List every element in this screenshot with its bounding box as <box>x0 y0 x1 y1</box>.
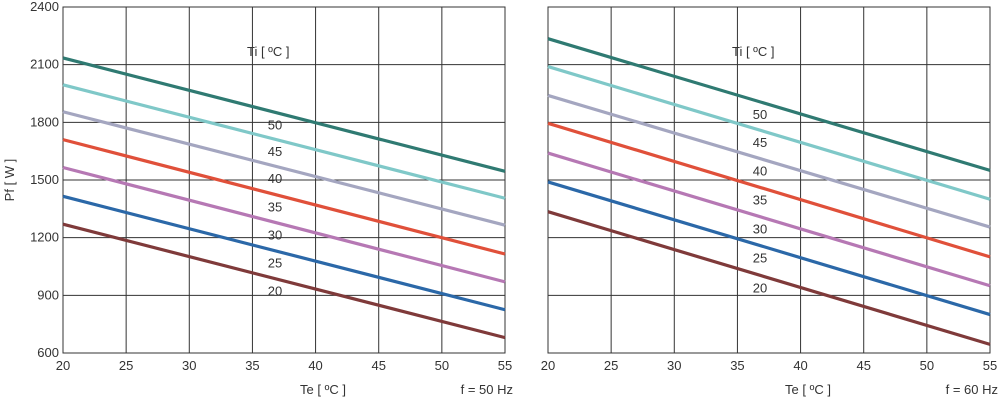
x-tick-label: 55 <box>983 358 997 373</box>
legend-title: Ti [ ºC ] <box>732 44 775 59</box>
frequency-label: f = 60 Hz <box>946 382 998 397</box>
chart-panel-2: 20 25 30 35 40 45 50 55 50 45 40 35 30 25 20 Ti [ ºC ] T… <box>541 6 998 397</box>
series-line-40 <box>547 93 991 229</box>
series-line-35 <box>62 138 506 256</box>
series-label: 35 <box>753 192 767 207</box>
y-tick-label: 1500 <box>30 172 59 187</box>
x-axis-label: Te [ ºC ] <box>300 382 346 397</box>
series-label: 20 <box>268 284 282 299</box>
x-tick-label: 35 <box>245 358 259 373</box>
x-tick-label: 50 <box>920 358 934 373</box>
series-label: 30 <box>753 222 767 237</box>
series-label: 40 <box>753 164 767 179</box>
series-line-30 <box>62 165 506 284</box>
y-tick-label: 1200 <box>30 230 59 245</box>
chart-panel-1: 20 25 30 35 40 45 50 55 600 900 1200 1500 1800 2100 24… <box>2 0 513 397</box>
series-line-50 <box>547 37 991 172</box>
series-label: 25 <box>268 256 282 271</box>
y-tick-label: 2100 <box>30 57 59 72</box>
series-line-25 <box>547 180 991 317</box>
series-label: 50 <box>268 117 282 132</box>
y-tick-label: 2400 <box>30 0 59 14</box>
x-tick-label: 45 <box>371 358 385 373</box>
x-tick-label: 50 <box>435 358 449 373</box>
series-label: 40 <box>268 171 282 186</box>
y-tick-label: 1800 <box>30 114 59 129</box>
x-tick-label: 30 <box>667 358 681 373</box>
x-tick-label: 20 <box>541 358 555 373</box>
series-label: 35 <box>268 199 282 214</box>
x-tick-label: 30 <box>182 358 196 373</box>
series-line-25 <box>62 194 506 312</box>
x-tick-label: 40 <box>308 358 322 373</box>
series-line-30 <box>547 151 991 288</box>
x-tick-label: 55 <box>498 358 512 373</box>
x-tick-label: 20 <box>56 358 70 373</box>
x-axis-label: Te [ ºC ] <box>785 382 831 397</box>
x-tick-label: 25 <box>604 358 618 373</box>
legend-title: Ti [ ºC ] <box>247 44 290 59</box>
x-tick-label: 40 <box>793 358 807 373</box>
plot-border <box>62 6 506 354</box>
y-tick-label: 900 <box>37 287 59 302</box>
series-line-45 <box>547 65 991 201</box>
series-label: 45 <box>753 135 767 150</box>
y-axis-label: Pf [ W ] <box>2 159 17 202</box>
series-label: 30 <box>268 227 282 242</box>
series-line-35 <box>547 121 991 259</box>
x-tick-label: 45 <box>856 358 870 373</box>
series-line-20 <box>62 222 506 340</box>
x-tick-label: 35 <box>730 358 744 373</box>
series-line-40 <box>62 110 506 227</box>
series-line-50 <box>62 56 506 173</box>
series-label: 25 <box>753 251 767 266</box>
series-line-45 <box>62 83 506 200</box>
series-label: 45 <box>268 144 282 159</box>
series-line-20 <box>547 210 991 346</box>
y-tick-label: 600 <box>37 345 59 360</box>
x-tick-label: 25 <box>119 358 133 373</box>
plot-border <box>547 6 991 354</box>
series-label: 50 <box>753 107 767 122</box>
frequency-label: f = 50 Hz <box>461 382 513 397</box>
series-label: 20 <box>753 280 767 295</box>
